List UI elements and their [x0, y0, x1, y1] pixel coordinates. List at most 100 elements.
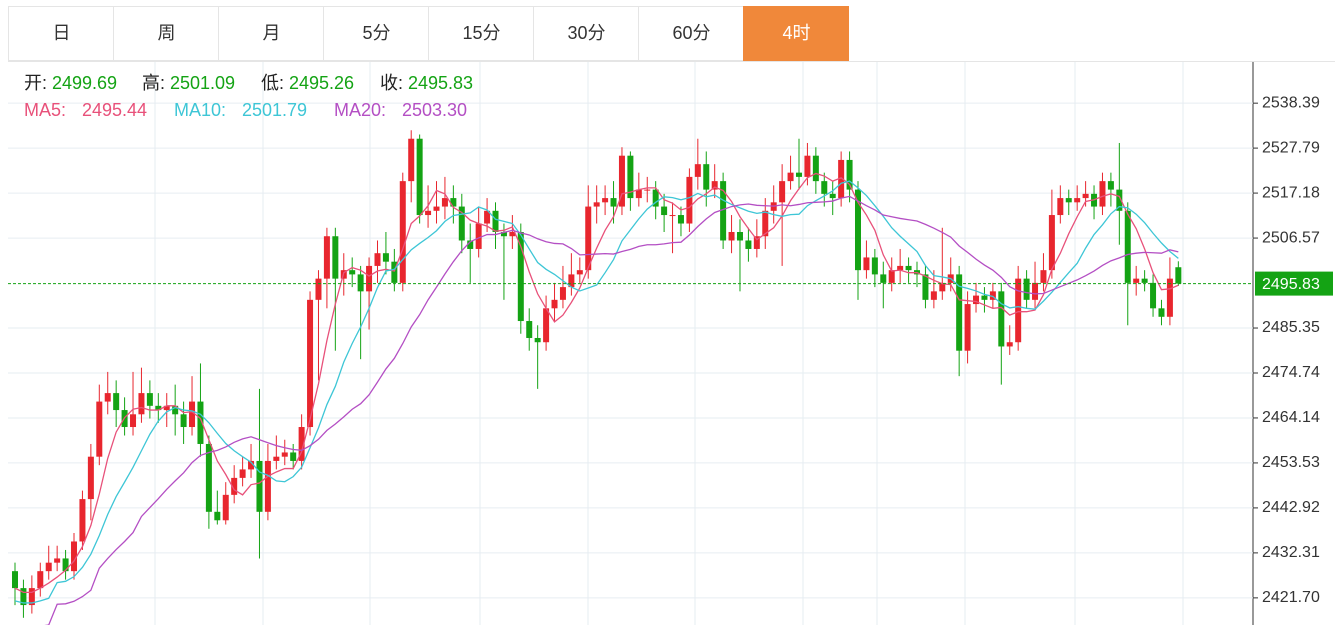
candle: [113, 380, 120, 428]
candle: [290, 443, 297, 470]
candle: [500, 223, 507, 300]
tab[interactable]: [638, 6, 744, 61]
candle-body: [736, 232, 743, 241]
candle-body: [812, 155, 819, 182]
candle: [37, 562, 44, 597]
candle-body: [669, 215, 676, 217]
candle: [1023, 270, 1030, 309]
candle: [863, 240, 870, 279]
candle: [720, 172, 727, 249]
y-tick-label: 2453.53: [1262, 454, 1320, 471]
candle-body: [205, 443, 212, 512]
candle: [20, 579, 27, 618]
candle-body: [425, 210, 432, 216]
candle: [45, 545, 52, 580]
candle: [172, 384, 179, 436]
tab[interactable]: [218, 6, 324, 61]
tab[interactable]: [113, 6, 219, 61]
tab-label[interactable]: 60分: [672, 23, 710, 43]
candle: [1006, 325, 1013, 355]
candle-body: [113, 393, 120, 411]
candle: [677, 206, 684, 237]
candle-body: [1065, 198, 1072, 203]
candle-body: [180, 414, 187, 428]
candle-body: [686, 176, 693, 224]
candle-body: [973, 295, 980, 305]
candle: [323, 227, 330, 309]
ma-legend-value: 2503.30: [402, 100, 467, 120]
candle: [939, 227, 946, 300]
candle: [222, 482, 229, 525]
candle-body: [382, 253, 389, 262]
tab-label[interactable]: 日: [53, 23, 71, 43]
candle: [1015, 265, 1022, 351]
tab[interactable]: [323, 6, 429, 61]
candle-body: [197, 401, 204, 444]
tab-label[interactable]: 4时: [782, 23, 810, 43]
tab-label[interactable]: 30分: [567, 23, 605, 43]
candle-body: [728, 232, 735, 241]
candle: [753, 219, 760, 258]
candle: [644, 176, 651, 203]
candle: [416, 134, 423, 224]
ma-line: [44, 195, 1179, 625]
candle: [543, 295, 550, 351]
candle-body: [214, 511, 221, 521]
candle: [1065, 189, 1072, 216]
candle: [1057, 185, 1064, 224]
candle-body: [1048, 215, 1055, 271]
ma-legend-value: 2495.44: [82, 100, 147, 120]
candle: [273, 435, 280, 470]
tab-label[interactable]: 月: [263, 23, 281, 43]
candle: [821, 172, 828, 207]
candle-body: [711, 181, 718, 190]
tab[interactable]: [743, 6, 849, 61]
candle: [930, 270, 937, 309]
candle-body: [846, 159, 853, 190]
tab-label[interactable]: 15分: [462, 23, 500, 43]
candle-body: [981, 295, 988, 300]
candle-body: [635, 189, 642, 199]
candle: [1124, 202, 1131, 326]
candle-body: [104, 393, 111, 402]
candle: [54, 545, 61, 572]
candle: [450, 185, 457, 224]
candle: [366, 257, 373, 330]
candle: [467, 223, 474, 283]
candle: [585, 185, 592, 279]
candle-body: [62, 558, 69, 572]
candle-body: [804, 155, 811, 177]
candle: [1099, 172, 1106, 216]
tab-label[interactable]: 5分: [362, 23, 390, 43]
candle-body: [829, 193, 836, 199]
candle-body: [534, 337, 541, 343]
ma-line: [14, 180, 1179, 604]
plot-area: [12, 130, 1182, 625]
tab[interactable]: [8, 6, 114, 61]
candle-body: [618, 155, 625, 207]
current-price-box: [1255, 271, 1333, 296]
candle-body: [1107, 181, 1114, 190]
candle: [458, 193, 465, 254]
candle-body: [1006, 342, 1013, 347]
candle-body: [475, 223, 482, 249]
ma-legend-name: MA20:: [334, 100, 386, 120]
tab[interactable]: [533, 6, 639, 61]
candle-body: [366, 265, 373, 292]
candle: [433, 181, 440, 224]
candle-body: [964, 304, 971, 351]
candle-body: [1074, 198, 1081, 203]
candle-body: [163, 405, 170, 411]
candle-body: [1124, 210, 1131, 283]
candle: [973, 282, 980, 313]
candle: [669, 202, 676, 254]
candle-body: [399, 181, 406, 283]
candle-body: [602, 198, 609, 203]
candle-body: [888, 270, 895, 283]
y-tick-label: 2464.14: [1262, 409, 1320, 426]
y-tick-label: 2506.57: [1262, 229, 1320, 246]
candle-body: [467, 240, 474, 249]
candle: [130, 371, 137, 436]
candle: [728, 215, 735, 254]
tab-label[interactable]: 周: [158, 23, 176, 43]
